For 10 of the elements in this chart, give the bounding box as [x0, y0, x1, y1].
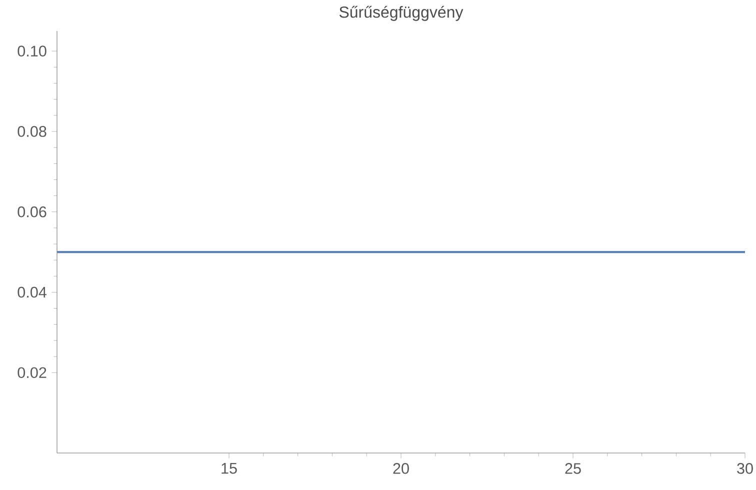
- y-tick-label: 0.08: [18, 126, 46, 137]
- y-tick-label: 0.02: [18, 367, 46, 378]
- y-tick-label: 0.06: [18, 206, 46, 218]
- x-tick-label: 30: [737, 463, 753, 474]
- y-tick-label: 0.10: [18, 46, 46, 57]
- y-tick-label: 0.04: [18, 286, 46, 298]
- chart-title: Sűrűségfüggvény: [339, 6, 464, 21]
- x-tick-label: 15: [222, 463, 237, 474]
- x-tick-label: 20: [393, 463, 409, 474]
- x-tick-label: 25: [565, 463, 581, 474]
